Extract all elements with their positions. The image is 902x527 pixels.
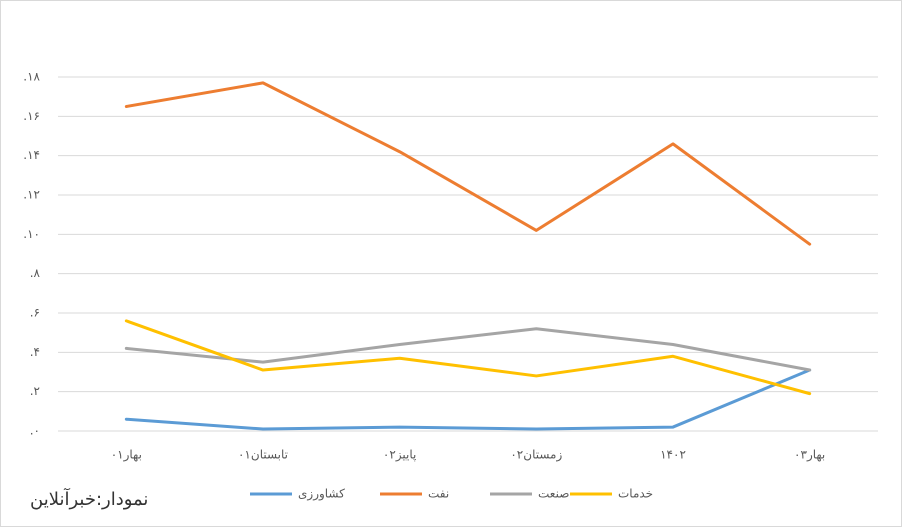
y-tick-label: .۱۰ xyxy=(23,227,40,241)
legend-label: کشاورزی xyxy=(298,487,345,502)
y-tick-label: .۱۶ xyxy=(23,109,40,123)
credit: نمودار:خبرآنلاین xyxy=(30,487,148,510)
y-tick-label: .۱۲ xyxy=(23,188,40,202)
legend-label: نفت xyxy=(428,487,449,501)
y-tick-label: .۱۸ xyxy=(23,70,40,84)
y-tick-label: .۲ xyxy=(30,384,40,398)
x-tick-label: ۱۴۰۲ xyxy=(660,448,686,462)
y-tick-label: .۰ xyxy=(30,424,40,438)
legend-label: صنعت xyxy=(538,487,569,501)
series-line xyxy=(124,327,812,372)
y-tick-label: .۶ xyxy=(30,306,40,320)
y-tick-label: .۸ xyxy=(30,266,41,280)
x-tick-label: تابستان۰۱ xyxy=(238,448,288,462)
series-line xyxy=(124,81,812,246)
legend-label: خدمات xyxy=(618,487,653,501)
series-line xyxy=(124,319,812,396)
x-tick-label: پاییز۰۲ xyxy=(383,448,416,463)
x-tick-label: بهار۰۳ xyxy=(794,448,825,463)
series-line xyxy=(124,368,812,431)
y-tick-label: .۴ xyxy=(30,345,40,359)
x-tick-label: بهار۰۱ xyxy=(111,448,142,463)
x-tick-label: زمستان۰۲ xyxy=(510,448,562,463)
y-tick-label: .۱۴ xyxy=(23,148,40,162)
